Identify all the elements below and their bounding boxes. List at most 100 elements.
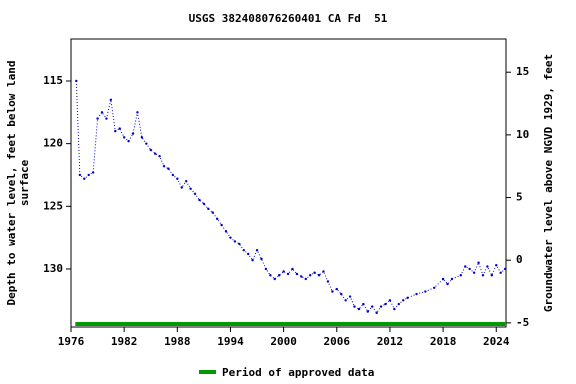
data-point bbox=[393, 307, 396, 311]
x-tick-label: 2018 bbox=[430, 335, 457, 348]
data-point bbox=[91, 171, 95, 174]
data-point bbox=[215, 217, 219, 221]
y-tick-label: 120 bbox=[43, 137, 63, 150]
data-point bbox=[207, 207, 210, 211]
data-point bbox=[238, 242, 241, 246]
x-tick-label: 1994 bbox=[217, 335, 244, 348]
data-point bbox=[340, 292, 343, 296]
data-point bbox=[468, 267, 471, 271]
x-tick-label: 1982 bbox=[111, 335, 138, 348]
data-point bbox=[446, 282, 449, 286]
legend-label: Period of approved data bbox=[222, 366, 374, 379]
data-point bbox=[136, 111, 139, 114]
data-point bbox=[348, 295, 352, 298]
data-point bbox=[202, 202, 206, 206]
data-point bbox=[481, 274, 485, 277]
data-point bbox=[282, 270, 285, 273]
x-tick-label: 1976 bbox=[58, 335, 85, 348]
y2-tick-label: 10 bbox=[516, 128, 529, 141]
data-point bbox=[464, 265, 467, 268]
series-line bbox=[75, 80, 506, 314]
data-point bbox=[229, 236, 232, 239]
y-tick-label: 130 bbox=[43, 262, 63, 275]
data-point bbox=[397, 302, 401, 306]
data-point bbox=[87, 173, 90, 177]
data-point bbox=[371, 305, 374, 308]
data-point bbox=[264, 267, 268, 271]
y2-tick-label: 5 bbox=[516, 191, 523, 204]
y-tick-label: 125 bbox=[43, 199, 63, 212]
data-point bbox=[180, 186, 183, 189]
data-point bbox=[406, 296, 409, 299]
data-point bbox=[198, 198, 201, 202]
data-point bbox=[269, 274, 272, 277]
x-tick-label: 2024 bbox=[483, 335, 510, 348]
data-point bbox=[167, 167, 170, 170]
data-point bbox=[402, 299, 405, 302]
data-point bbox=[149, 148, 152, 152]
data-point bbox=[122, 136, 126, 139]
data-point bbox=[472, 271, 476, 274]
chart-title: USGS 382408076260401 CA Fd 51 bbox=[189, 12, 388, 25]
data-point bbox=[326, 280, 330, 283]
plot-frame bbox=[70, 38, 507, 328]
data-point bbox=[459, 274, 463, 277]
data-point bbox=[193, 192, 197, 195]
data-point bbox=[317, 274, 321, 277]
data-point bbox=[109, 98, 113, 101]
data-point bbox=[300, 275, 303, 278]
y2-axis-label: Groundwater level above NGVD 1929, feet bbox=[542, 54, 555, 312]
data-point bbox=[353, 305, 356, 308]
data-point bbox=[78, 173, 82, 177]
data-point bbox=[313, 271, 316, 274]
data-point bbox=[189, 187, 192, 190]
y-tick-label: 115 bbox=[43, 74, 63, 87]
data-point bbox=[105, 117, 108, 120]
data-point bbox=[114, 129, 117, 133]
data-point bbox=[379, 305, 383, 308]
data-point bbox=[331, 290, 334, 293]
y-axis-label: surface bbox=[18, 159, 31, 206]
data-point bbox=[242, 248, 245, 252]
data-point bbox=[118, 127, 121, 130]
data-point bbox=[477, 261, 480, 264]
data-point bbox=[335, 287, 338, 291]
x-tick-label: 2012 bbox=[377, 335, 404, 348]
x-tick-label: 1988 bbox=[164, 335, 191, 348]
y2-tick-label: 0 bbox=[516, 253, 523, 266]
data-point bbox=[286, 272, 290, 276]
data-point bbox=[309, 274, 312, 277]
data-point bbox=[366, 310, 369, 313]
y-axis-label: Depth to water level, feet below land bbox=[5, 60, 18, 305]
data-point bbox=[499, 271, 502, 274]
data-point bbox=[450, 277, 454, 281]
data-point bbox=[273, 277, 276, 281]
data-point bbox=[424, 290, 427, 293]
data-point bbox=[357, 307, 361, 311]
data-point bbox=[127, 139, 130, 143]
data-point bbox=[162, 165, 166, 168]
data-point bbox=[277, 274, 281, 277]
data-point bbox=[291, 267, 294, 271]
data-point bbox=[83, 177, 86, 180]
data-point bbox=[441, 277, 445, 281]
data-point bbox=[495, 264, 498, 267]
data-point bbox=[322, 270, 325, 273]
data-point bbox=[184, 180, 188, 183]
data-point bbox=[224, 230, 228, 233]
data-point bbox=[375, 311, 378, 315]
data-point bbox=[295, 272, 299, 276]
x-tick-label: 2006 bbox=[324, 335, 351, 348]
data-point bbox=[415, 292, 418, 296]
data-point bbox=[490, 274, 494, 277]
data-point bbox=[260, 257, 263, 261]
data-point bbox=[486, 265, 489, 268]
data-point bbox=[100, 111, 104, 114]
x-tick-label: 2000 bbox=[270, 335, 297, 348]
y2-tick-label: -5 bbox=[516, 316, 529, 329]
data-point bbox=[171, 173, 175, 177]
data-point bbox=[304, 277, 307, 281]
data-point bbox=[145, 142, 148, 145]
data-point bbox=[344, 299, 347, 302]
